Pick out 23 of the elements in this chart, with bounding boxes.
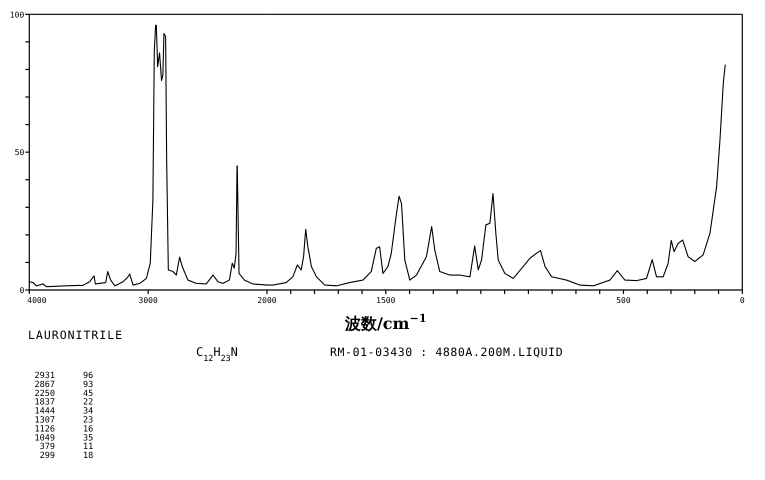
y-tick-label: 0 <box>19 286 24 295</box>
x-tick-label: 0 <box>740 296 745 305</box>
text: 2867 93 <box>34 380 94 390</box>
y-tick-label: 100 <box>10 10 24 20</box>
text: LAURONITRILE <box>28 328 124 342</box>
x-tick-label: 3000 <box>138 296 158 305</box>
x-axis-title: 波数/cm$^{−1}$ <box>344 311 427 333</box>
x-tick-label: 500 <box>616 296 631 305</box>
x-tick-label: 2000 <box>257 296 277 305</box>
text: 2250 45 <box>34 388 94 399</box>
y-tick-label: 50 <box>14 148 24 158</box>
text: 299 18 <box>40 451 94 462</box>
text: RM-01-03430 : 4880A.200M.LIQUID <box>330 345 564 359</box>
text: 1307 23 <box>34 416 94 426</box>
text: 2931 96 <box>34 371 94 381</box>
x-tick-label: 4000 <box>27 296 47 305</box>
text: C$_{12}$H$_{23}$N <box>196 345 238 363</box>
x-tick-label: 1500 <box>376 296 396 305</box>
text: 1444 34 <box>34 406 94 417</box>
text: 379 11 <box>40 442 94 452</box>
text: 1837 22 <box>34 398 94 408</box>
text: 1126 16 <box>34 424 94 434</box>
text: 1049 35 <box>34 433 94 444</box>
